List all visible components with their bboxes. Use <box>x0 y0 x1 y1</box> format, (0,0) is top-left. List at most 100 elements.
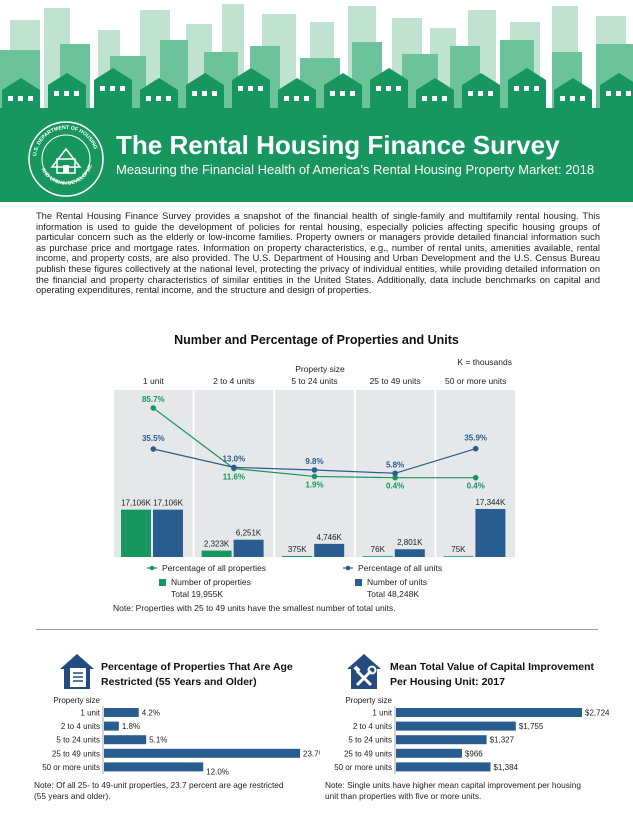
units-bar <box>314 543 345 557</box>
category-label: 50 or more units <box>334 763 392 772</box>
value-bar <box>104 708 139 717</box>
house-window <box>146 96 151 101</box>
value-bar <box>396 708 582 717</box>
properties-bar <box>282 555 313 557</box>
skyline-house <box>140 78 178 112</box>
y-axis-title: Property size <box>53 696 100 705</box>
properties-units-chart: Property size K = thousands 1 unit 2 to 4 u… <box>114 357 515 557</box>
value-label: $1,384 <box>494 763 519 772</box>
value-bar <box>396 762 491 772</box>
category-label: 5 to 24 units <box>291 376 337 386</box>
value-bar <box>396 748 462 758</box>
house-window <box>616 91 621 96</box>
house-window <box>192 91 197 96</box>
house-window <box>626 91 631 96</box>
hud-seal-logo: U.S. DEPARTMENT OF HOUSING AND URBAN DEV… <box>26 119 104 197</box>
properties-bar-label: 375K <box>288 545 307 554</box>
x-axis-title: Property size <box>295 364 345 374</box>
skyline-house <box>416 78 454 112</box>
legend-num-properties: Number of properties <box>159 577 251 587</box>
house-window <box>28 96 33 101</box>
house-window <box>524 86 529 91</box>
house-window <box>488 91 493 96</box>
legend-label: Number of properties <box>171 577 251 587</box>
house-window <box>606 91 611 96</box>
units-pct-label: 13.0% <box>223 454 246 463</box>
units-bar <box>233 539 264 557</box>
capital-improvement-note: Note: Single units have higher mean capi… <box>325 780 581 801</box>
green-square-icon <box>159 578 166 586</box>
page-title: The Rental Housing Finance Survey <box>116 130 560 160</box>
skyline-house <box>2 78 40 112</box>
legend-pct-properties: Percentage of all properties <box>147 563 266 573</box>
house-window <box>100 86 105 91</box>
house-window <box>570 96 575 101</box>
skyline-house <box>554 78 592 112</box>
units-pct-point <box>392 470 398 477</box>
house-window <box>8 96 13 101</box>
skyline-house <box>278 78 316 112</box>
title-banner <box>0 112 633 202</box>
house-window <box>386 86 391 91</box>
house-window <box>166 96 171 101</box>
house-window <box>580 96 585 101</box>
house-window <box>330 91 335 96</box>
house-window <box>54 91 59 96</box>
units-bar <box>153 509 183 557</box>
value-bar <box>396 735 487 745</box>
page-subtitle: Measuring the Financial Health of Americ… <box>116 162 595 177</box>
properties-pct-point <box>311 473 318 480</box>
category-label: 50 or more units <box>445 376 506 386</box>
category-label: 2 to 4 units <box>353 722 392 731</box>
blue-line-marker-icon <box>343 565 353 571</box>
units-bar-label: 4,746K <box>317 533 343 542</box>
category-label: 25 to 49 units <box>52 749 100 758</box>
properties-pct-label: 11.6% <box>223 473 245 482</box>
house-window <box>396 86 401 91</box>
value-label: 23.7% <box>303 749 320 758</box>
value-label: 4.2% <box>142 709 160 718</box>
properties-pct-label: 0.4% <box>386 482 404 491</box>
value-bar <box>104 762 204 772</box>
category-label: 5 to 24 units <box>56 736 100 745</box>
age-restricted-title: Percentage of Properties That Are Age Re… <box>101 661 293 688</box>
properties-bar-label: 17,106K <box>121 499 151 508</box>
house-window <box>534 86 539 91</box>
y-axis-title: Property size <box>345 696 392 705</box>
category-label: 1 unit <box>80 709 100 718</box>
units-pct-point <box>231 464 237 471</box>
city-skyline-illustration <box>0 0 633 120</box>
house-window <box>212 91 217 96</box>
value-label: $2,724 <box>585 709 610 718</box>
units-pct-point <box>311 467 318 473</box>
properties-bar-label: 76K <box>371 545 386 554</box>
properties-bar <box>362 556 393 557</box>
house-window <box>350 91 355 96</box>
category-label: 1 unit <box>372 709 392 718</box>
category-label: 50 or more units <box>42 763 100 772</box>
age-restricted-bar-chart: Property size 1 unit 4.2% 2 to 4 units 1.8% 5… <box>42 696 320 776</box>
section-divider <box>36 629 598 630</box>
units-pct-label: 35.9% <box>464 434 487 443</box>
house-document-icon <box>60 654 94 689</box>
units-pct-point <box>472 445 479 452</box>
properties-pct-point <box>392 474 398 481</box>
value-label: 1.8% <box>122 722 140 731</box>
house-window <box>18 96 23 101</box>
house-window <box>422 96 427 101</box>
capital-improvement-title: Mean Total Value of Capital Improvement … <box>390 661 595 688</box>
category-label: 25 to 49 units <box>344 749 392 758</box>
units-pct-point <box>150 446 157 452</box>
value-label: 12.0% <box>206 767 229 776</box>
house-window <box>340 91 345 96</box>
value-label: $1,755 <box>519 722 544 731</box>
properties-bar-label: 2,323K <box>204 540 230 549</box>
properties-pct-label: 0.4% <box>467 482 485 491</box>
capital-improvement-bar-chart: Property size 1 unit $2,724 2 to 4 units $1,… <box>334 696 610 774</box>
properties-bar <box>443 556 474 557</box>
green-line-marker-icon <box>147 565 157 571</box>
value-bar <box>104 735 147 745</box>
house-window <box>376 86 381 91</box>
units-pct-label: 35.5% <box>142 434 165 443</box>
units-pct-label: 9.8% <box>305 457 323 466</box>
